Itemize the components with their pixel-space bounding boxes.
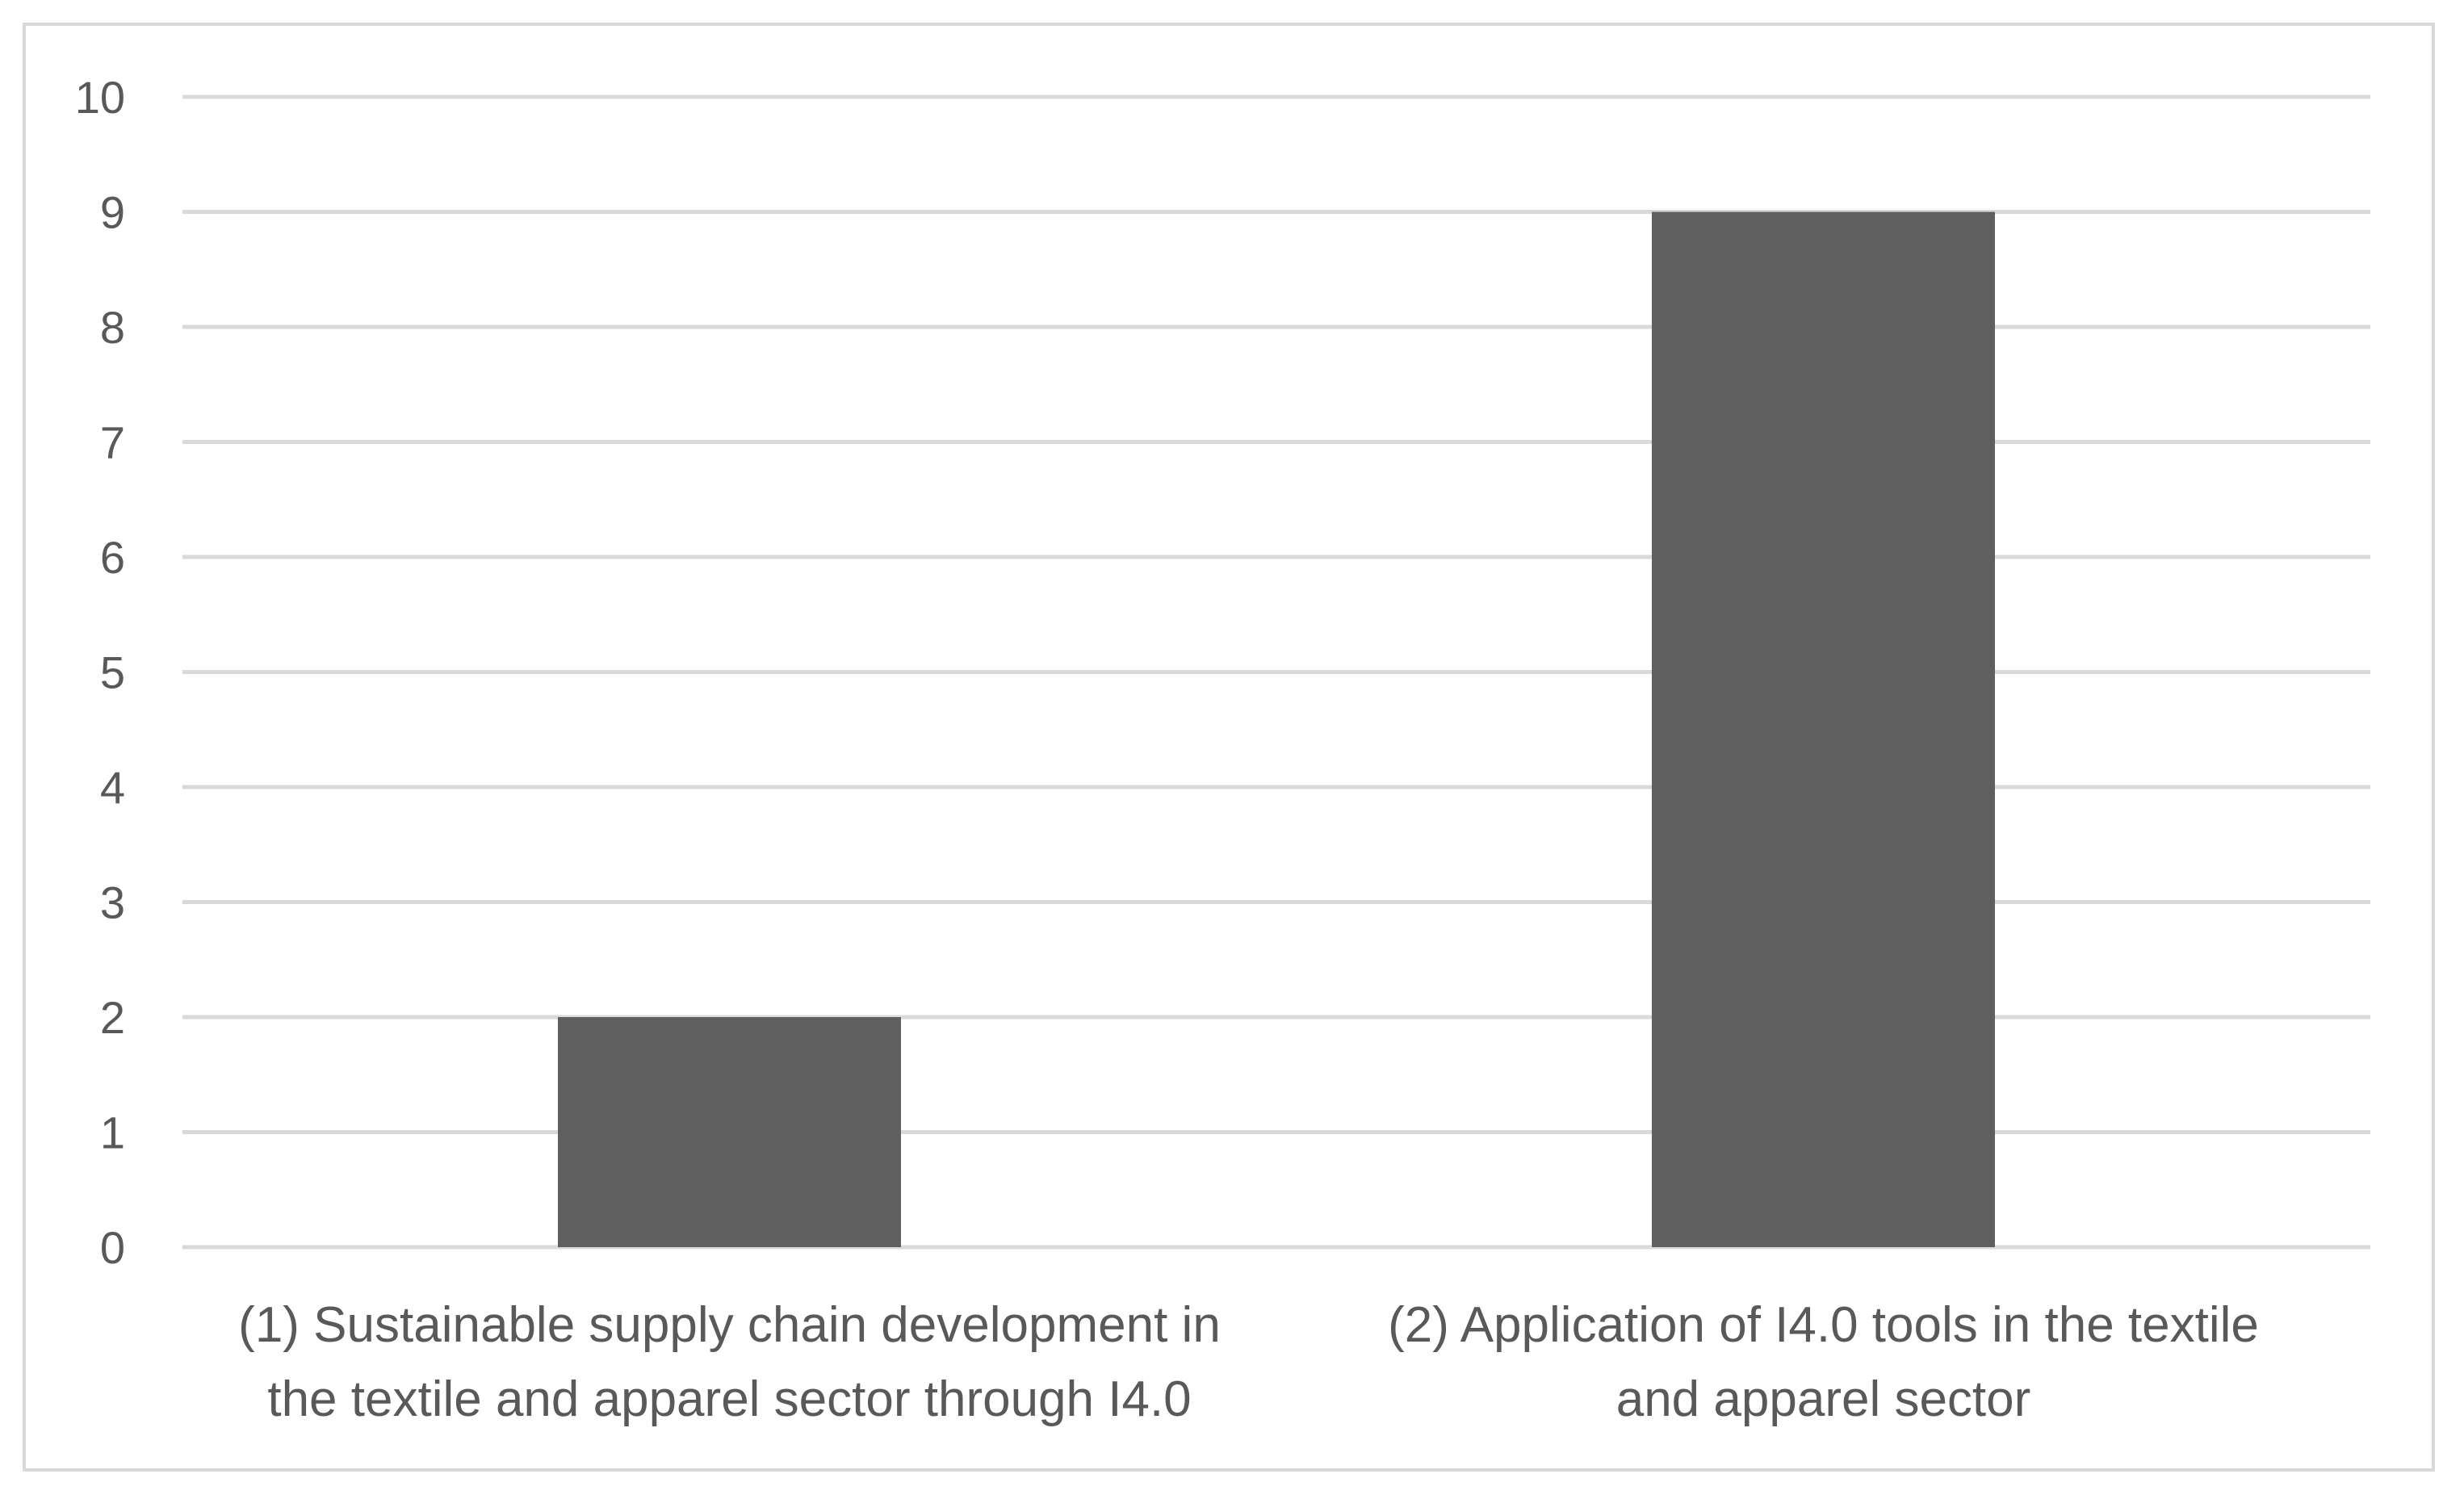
y-tick-label: 8 xyxy=(100,302,125,353)
x-category-label: and apparel sector xyxy=(1616,1371,2031,1427)
gridlines xyxy=(182,94,2370,1250)
x-category-label: (2) Application of I4.0 tools in the tex… xyxy=(1388,1297,2259,1353)
y-tick-label: 3 xyxy=(100,877,125,928)
y-tick-label: 9 xyxy=(100,187,125,238)
y-tick-label: 6 xyxy=(100,532,125,583)
y-tick-label: 0 xyxy=(100,1222,125,1273)
chart-frame xyxy=(23,23,2435,1472)
x-category-label: (1) Sustainable supply chain development… xyxy=(238,1297,1221,1353)
x-axis-categories: (1) Sustainable supply chain development… xyxy=(238,1297,2259,1427)
y-axis-ticks: 0 1 2 3 4 5 6 7 8 9 10 xyxy=(75,72,125,1273)
bar-1 xyxy=(558,1017,901,1247)
y-tick-label: 2 xyxy=(100,992,125,1043)
y-tick-label: 7 xyxy=(100,417,125,468)
bars xyxy=(558,211,1995,1247)
bar-2 xyxy=(1652,211,1995,1247)
y-tick-label: 10 xyxy=(75,72,125,123)
y-tick-label: 1 xyxy=(100,1108,125,1158)
y-tick-label: 4 xyxy=(100,762,125,813)
y-tick-label: 5 xyxy=(100,647,125,698)
x-category-label: the textile and apparel sector through I… xyxy=(267,1371,1191,1427)
